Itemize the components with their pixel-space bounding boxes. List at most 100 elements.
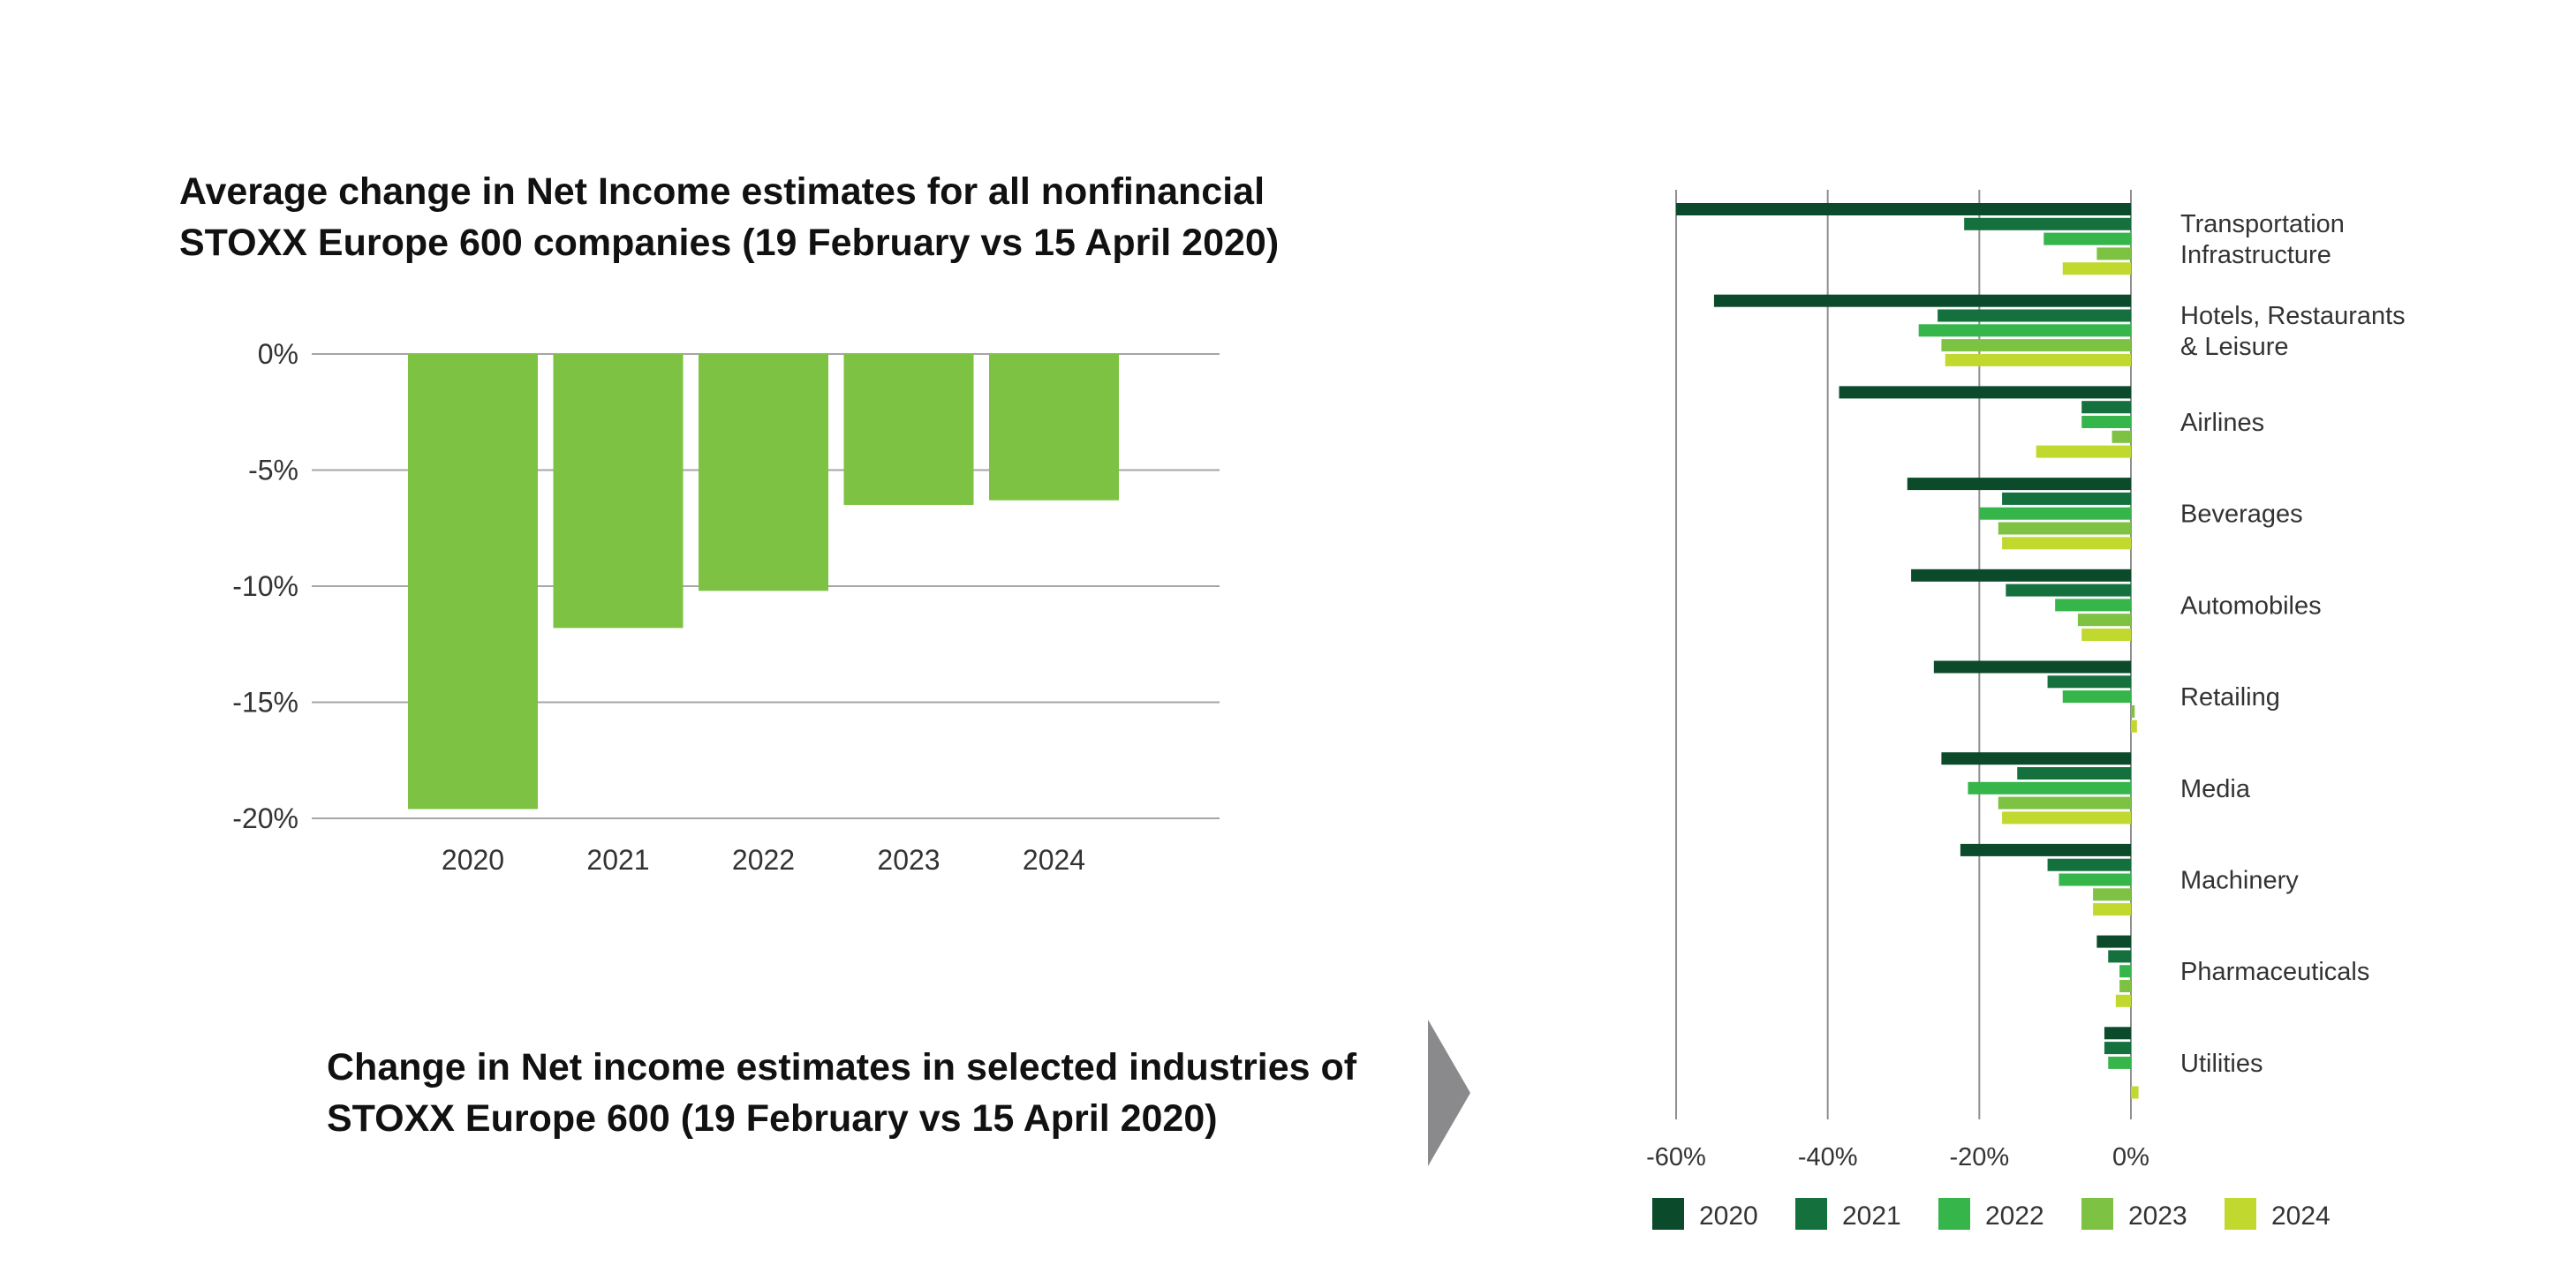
bar (2111, 430, 2131, 443)
bar (2104, 1042, 2131, 1055)
left-bar-chart: 0% -5% -10% -15% -20% 2020 2021 2022 2023 2024 (232, 338, 1220, 876)
x-tick-label: 2023 (877, 844, 940, 876)
bar (843, 354, 974, 505)
legend-label: 2021 (1842, 1201, 1901, 1231)
y-tick-label: -20% (232, 802, 298, 834)
bar (2002, 811, 2131, 825)
bar (2104, 1027, 2131, 1040)
legend-label: 2024 (2271, 1201, 2330, 1231)
left-chart-title: Average change in Net Income estimates f… (179, 166, 1327, 268)
category-label: Airlines (2180, 409, 2264, 437)
x-tick-label: 0% (2112, 1143, 2149, 1171)
right-title-line-2: STOXX Europe 600 (19 February vs 15 Apri… (327, 1097, 1218, 1140)
bar (2017, 767, 2131, 780)
bar (2062, 690, 2131, 704)
category-label: Media (2180, 775, 2251, 803)
bar (1964, 217, 2131, 230)
bar (1676, 203, 2131, 215)
bar (989, 354, 1119, 501)
bar (2131, 704, 2135, 718)
category-label: Infrastructure (2180, 241, 2331, 269)
bar (1941, 339, 2131, 352)
y-tick-label: -10% (232, 570, 298, 602)
x-tick-label: -60% (1646, 1143, 1706, 1171)
bar (2131, 1086, 2139, 1099)
bar (2093, 903, 2131, 916)
bar (1968, 781, 2131, 795)
bar (2115, 994, 2131, 1007)
x-tick-label: -40% (1798, 1143, 1858, 1171)
right-title-line-1: Change in Net income estimates in select… (327, 1046, 1357, 1088)
bar (1941, 752, 2131, 765)
y-tick-label: 0% (258, 338, 298, 370)
bar (1918, 324, 2131, 337)
bar (2108, 1056, 2131, 1069)
y-tick-label: -15% (232, 687, 298, 719)
bar (1998, 796, 2131, 810)
bar (2006, 584, 2131, 597)
bar (2062, 262, 2131, 275)
x-tick-label: -20% (1949, 1143, 2009, 1171)
bar (2077, 614, 2131, 627)
bar (2081, 416, 2131, 428)
bar (1933, 660, 2131, 674)
bar (2047, 675, 2131, 689)
legend-swatch (1652, 1198, 1684, 1230)
left-title-line-1: Average change in Net Income estimates f… (179, 170, 1265, 213)
x-tick-label: 2021 (586, 844, 649, 876)
bar (2002, 492, 2131, 505)
category-label: Beverages (2180, 501, 2303, 529)
bar (2036, 445, 2131, 458)
category-label: Hotels, Restaurants (2180, 302, 2406, 330)
bar (1945, 353, 2131, 366)
x-tick-label: 2020 (442, 844, 504, 876)
category-label: Automobiles (2180, 591, 2322, 620)
legend-swatch (1938, 1198, 1970, 1230)
category-label: Transportation (2180, 210, 2345, 238)
legend-label: 2020 (1699, 1201, 1758, 1231)
category-label: Machinery (2180, 867, 2299, 895)
legend-label: 2023 (2128, 1201, 2187, 1231)
bar (408, 354, 538, 810)
category-label: Utilities (2180, 1050, 2262, 1078)
bar (2081, 629, 2131, 641)
bar (1938, 309, 2131, 322)
bar (2108, 950, 2131, 963)
bar (2096, 935, 2131, 948)
bar (2055, 599, 2131, 612)
bar (1911, 569, 2131, 582)
bar (2002, 537, 2131, 550)
category-label: Pharmaceuticals (2180, 958, 2369, 986)
bar (2059, 873, 2131, 886)
legend-swatch (1795, 1198, 1827, 1230)
x-tick-label: 2022 (732, 844, 795, 876)
arrow-right-icon (1428, 1020, 1470, 1166)
bar (1907, 478, 2131, 491)
x-tick-label: 2024 (1023, 844, 1085, 876)
bar (2119, 965, 2131, 978)
category-label: & Leisure (2180, 333, 2289, 361)
y-tick-label: -5% (248, 455, 298, 486)
bar (2131, 719, 2137, 733)
legend-swatch (2225, 1198, 2256, 1230)
bar (1998, 522, 2131, 535)
bar (2043, 232, 2131, 245)
bar (2131, 1071, 2132, 1084)
right-bar-chart: -60% -40% -20% 0% Transportation Infrastructu… (1646, 190, 2406, 1231)
left-title-line-2: STOXX Europe 600 companies (19 February … (179, 222, 1280, 264)
bar (2047, 858, 2131, 871)
bar (1713, 294, 2131, 307)
right-chart-title: Change in Net income estimates in select… (327, 1042, 1475, 1144)
bar (2081, 401, 2131, 414)
category-label: Retailing (2180, 683, 2280, 712)
legend-swatch (2081, 1198, 2113, 1230)
bar (1979, 507, 2131, 520)
bar (2096, 247, 2131, 260)
bar (1960, 843, 2131, 856)
bar (1839, 386, 2131, 399)
bar (2119, 980, 2131, 992)
bar (553, 354, 684, 629)
legend-label: 2022 (1985, 1201, 2044, 1231)
bar (2093, 888, 2131, 901)
